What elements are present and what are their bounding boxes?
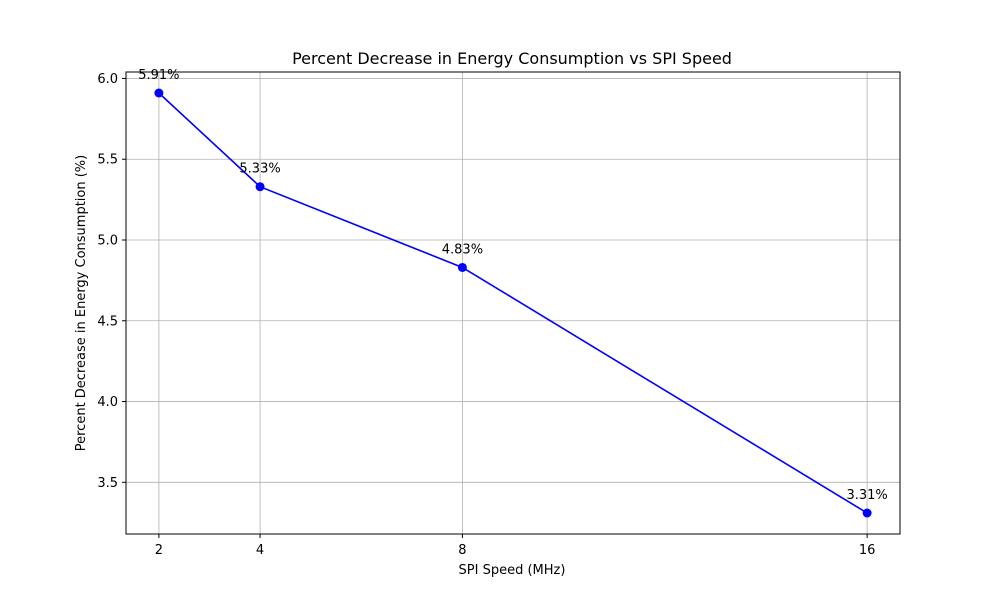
- y-tick-label: 3.5: [97, 476, 118, 491]
- plot-area-frame: [125, 71, 901, 535]
- y-tick-label: 6.0: [97, 72, 118, 87]
- data-label: 5.33%: [239, 162, 280, 177]
- x-tick-label: 16: [859, 543, 876, 558]
- data-label: 4.83%: [442, 242, 483, 257]
- y-tick-label: 4.5: [97, 314, 118, 329]
- data-point: [862, 508, 872, 518]
- chart-title: Percent Decrease in Energy Consumption v…: [292, 49, 732, 68]
- data-point: [154, 88, 164, 98]
- data-label: 3.31%: [846, 488, 887, 503]
- series-line: [158, 92, 868, 514]
- series-group: 5.91% 5.33% 4.83% 3.31%: [138, 68, 888, 518]
- data-label: 5.91%: [138, 68, 179, 83]
- data-point: [457, 262, 467, 272]
- x-tick-label: 4: [256, 543, 264, 558]
- y-tick-label: 4.0: [97, 395, 118, 410]
- y-tick-label: 5.0: [97, 234, 118, 249]
- axis-ticks: 2 4 8 16 3.5 4.0 4.5 5.0 5.5 6.0: [97, 72, 875, 558]
- x-tick-label: 2: [155, 543, 163, 558]
- grid: [126, 72, 900, 534]
- x-tick-label: 8: [458, 543, 466, 558]
- x-axis-label: SPI Speed (MHz): [459, 563, 566, 578]
- y-axis-label: Percent Decrease in Energy Consumption (…: [74, 155, 89, 452]
- y-tick-label: 5.5: [97, 153, 118, 168]
- data-point: [255, 182, 265, 192]
